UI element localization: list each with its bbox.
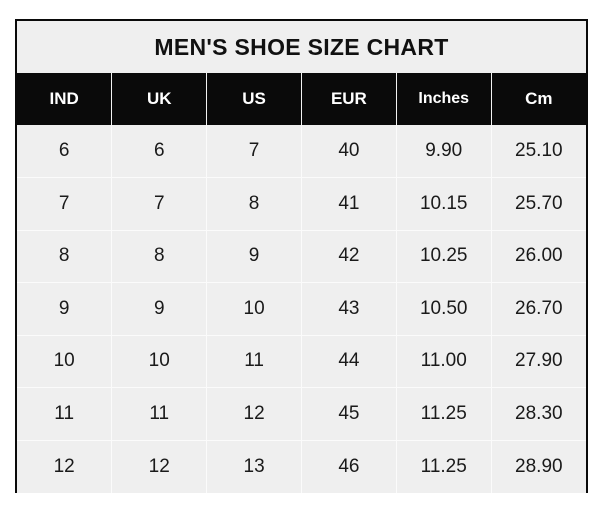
cell-uk: 9 [111,282,208,335]
cell-cm: 28.90 [491,439,586,493]
table-row: 7 7 8 41 10.15 25.70 [17,177,586,230]
cell-uk: 12 [111,439,208,493]
page-title: MEN'S SHOE SIZE CHART [17,21,586,73]
cell-cm: 25.10 [491,125,586,178]
table-row: 6 6 7 40 9.90 25.10 [17,125,586,178]
table-row: 12 12 13 46 11.25 28.90 [17,439,586,493]
table-body: 6 6 7 40 9.90 25.10 7 7 8 41 10.15 25.70… [17,125,586,493]
column-header-uk[interactable]: UK [111,73,208,125]
cell-uk: 10 [111,334,208,388]
table-row: 8 8 9 42 10.25 26.00 [17,229,586,283]
cell-eur: 44 [301,334,397,388]
cell-inches: 11.00 [396,334,492,388]
cell-us: 10 [206,282,302,335]
column-header-us[interactable]: US [206,73,302,125]
cell-us: 9 [206,229,302,283]
table-header-row: IND UK US EUR Inches Cm [17,73,586,125]
cell-inches: 10.50 [396,282,492,335]
table-row: 9 9 10 43 10.50 26.70 [17,282,586,335]
cell-uk: 8 [111,229,208,283]
cell-inches: 10.15 [396,177,492,230]
cell-cm: 26.70 [491,282,586,335]
cell-uk: 7 [111,177,208,230]
table-row: 11 11 12 45 11.25 28.30 [17,387,586,440]
size-chart-container: MEN'S SHOE SIZE CHART IND UK US EUR Inch… [15,19,588,493]
cell-us: 7 [206,125,302,178]
table-header: IND UK US EUR Inches Cm [17,73,586,125]
column-header-ind[interactable]: IND [17,73,113,125]
cell-us: 12 [206,387,302,440]
cell-uk: 11 [111,387,208,440]
cell-uk: 6 [111,125,208,178]
table-row: 10 10 11 44 11.00 27.90 [17,334,586,388]
cell-ind: 7 [17,177,113,230]
cell-ind: 12 [17,439,113,493]
cell-inches: 11.25 [396,387,492,440]
cell-eur: 41 [301,177,397,230]
cell-cm: 26.00 [491,229,586,283]
size-chart-table: IND UK US EUR Inches Cm 6 6 7 40 9.90 25… [17,73,586,493]
column-header-cm[interactable]: Cm [491,73,586,125]
column-header-eur[interactable]: EUR [301,73,397,125]
cell-inches: 11.25 [396,439,492,493]
cell-eur: 40 [301,125,397,178]
cell-eur: 45 [301,387,397,440]
cell-us: 13 [206,439,302,493]
cell-cm: 28.30 [491,387,586,440]
cell-cm: 27.90 [491,334,586,388]
cell-us: 8 [206,177,302,230]
cell-ind: 6 [17,125,113,178]
cell-eur: 43 [301,282,397,335]
cell-inches: 9.90 [396,125,492,178]
cell-ind: 11 [17,387,113,440]
cell-ind: 10 [17,334,113,388]
cell-us: 11 [206,334,302,388]
cell-ind: 8 [17,229,113,283]
cell-eur: 42 [301,229,397,283]
cell-inches: 10.25 [396,229,492,283]
cell-cm: 25.70 [491,177,586,230]
column-header-inches[interactable]: Inches [396,73,492,125]
cell-eur: 46 [301,439,397,493]
cell-ind: 9 [17,282,113,335]
